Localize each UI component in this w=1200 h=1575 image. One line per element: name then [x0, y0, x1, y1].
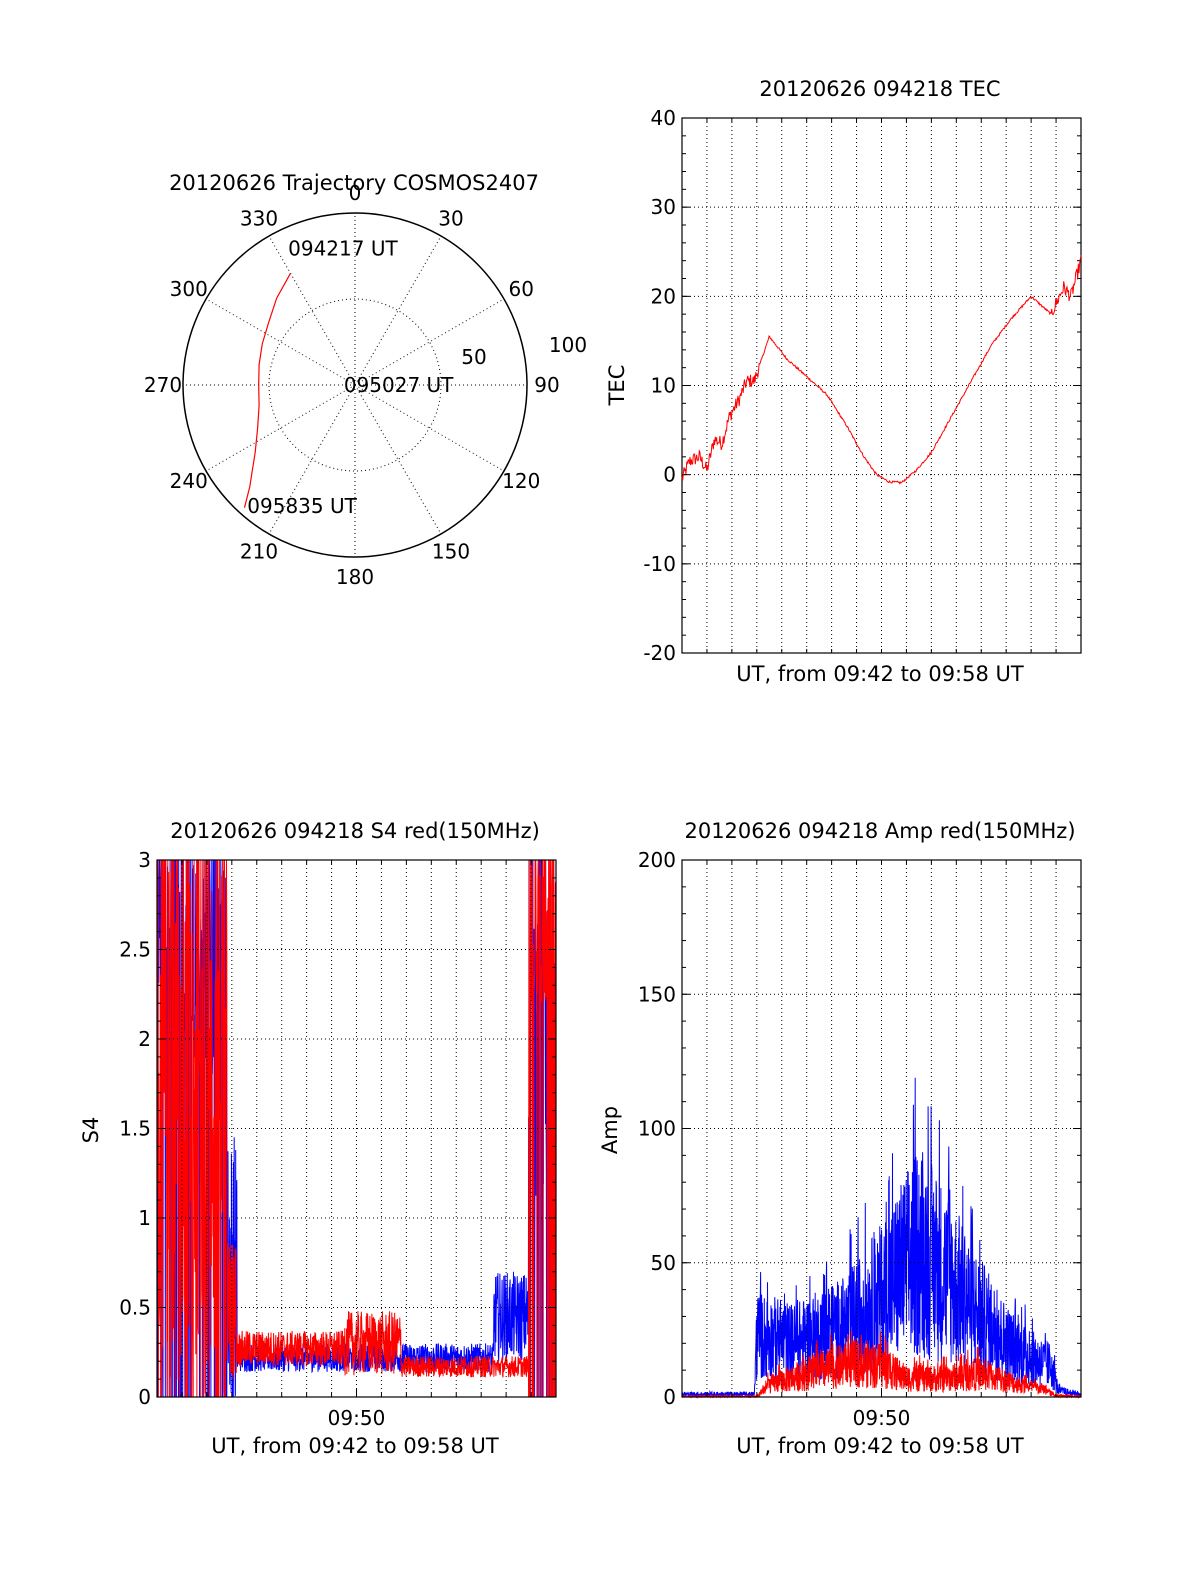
s4-frame	[156, 859, 557, 1398]
s4-panel: 20120626 094218 S4 red(150MHz) UT, from …	[79, 819, 557, 1458]
trajectory-annotation: 095835 UT	[247, 494, 357, 518]
polar-spoke	[354, 235, 442, 386]
polar-spoke	[268, 384, 356, 535]
tec-ytick-label: 10	[651, 374, 676, 398]
polar-angle-label: 0	[349, 181, 362, 205]
s4-ytick-label: 0	[138, 1385, 151, 1409]
polar-angle-label: 150	[432, 539, 470, 563]
polar-angle-label: 270	[144, 373, 182, 397]
polar-spoke	[205, 384, 356, 472]
polar-angle-label: 210	[240, 539, 278, 563]
amp-frame	[681, 859, 1082, 1398]
polar-angle-label: 240	[170, 469, 208, 493]
tec-panel: 20120626 094218 TEC UT, from 09:42 to 09…	[605, 77, 1082, 686]
polar-spoke	[205, 298, 356, 386]
s4-ytick-label: 3	[138, 848, 151, 872]
trajectory-line	[243, 273, 292, 508]
amp-ylabel: Amp	[598, 1106, 622, 1154]
tec-ylabel: TEC	[605, 365, 629, 407]
amp-red-series	[681, 1330, 1082, 1399]
s4-ylabel: S4	[79, 1117, 103, 1144]
s4-ytick-label: 1	[138, 1206, 151, 1230]
polar-spoke	[268, 235, 356, 386]
s4-title: 20120626 094218 S4 red(150MHz)	[170, 819, 540, 843]
polar-angle-label: 330	[240, 207, 278, 231]
polar-radius-label: 100	[549, 333, 587, 357]
polar-angle-label: 180	[336, 565, 374, 589]
tec-ytick-label: 30	[651, 195, 676, 219]
s4-xtick-label: 09:50	[328, 1406, 386, 1430]
s4-ytick-label: 1.5	[119, 1117, 151, 1141]
polar-spoke	[354, 298, 505, 386]
amp-ytick-label: 150	[638, 982, 676, 1006]
tec-ytick-label: -20	[643, 641, 676, 665]
polar-spoke	[354, 384, 505, 472]
polar-angle-label: 90	[534, 373, 559, 397]
s4-ytick-label: 2.5	[119, 938, 151, 962]
polar-angle-label: 120	[502, 469, 540, 493]
polar-angle-label: 30	[438, 207, 463, 231]
amp-ytick-label: 100	[638, 1117, 676, 1141]
polar-angle-label: 60	[509, 277, 534, 301]
polar-spoke	[354, 384, 442, 535]
trajectory-panel: 20120626 Trajectory COSMOS2407 0 30 60 90 12…	[144, 171, 587, 589]
amp-blue-series	[681, 1077, 1082, 1399]
tec-title: 20120626 094218 TEC	[759, 77, 1000, 101]
tec-frame	[681, 117, 1082, 654]
polar-ring-50	[268, 298, 442, 472]
amp-panel: 20120626 094218 Amp red(150MHz) UT, from…	[598, 819, 1082, 1458]
polar-angle-label: 300	[170, 277, 208, 301]
amp-ytick-label: 0	[663, 1385, 676, 1409]
amp-xtick-label: 09:50	[853, 1406, 911, 1430]
s4-red-series	[157, 860, 556, 1397]
tec-ytick-label: 0	[663, 463, 676, 487]
s4-xlabel: UT, from 09:42 to 09:58 UT	[211, 1434, 499, 1458]
polar-outer-ring	[182, 212, 528, 558]
amp-xlabel: UT, from 09:42 to 09:58 UT	[736, 1434, 1024, 1458]
trajectory-annotation: 095027 UT	[344, 373, 454, 397]
tec-ytick-label: 20	[651, 284, 676, 308]
tec-ytick-label: 40	[651, 106, 676, 130]
tec-ytick-label: -10	[643, 552, 676, 576]
tec-series-line	[681, 255, 1082, 485]
trajectory-annotation: 094217 UT	[288, 236, 398, 260]
amp-ytick-label: 50	[651, 1251, 676, 1275]
amp-ytick-label: 200	[638, 848, 676, 872]
polar-radius-label: 50	[461, 345, 486, 369]
s4-ytick-label: 2	[138, 1027, 151, 1051]
tec-xlabel: UT, from 09:42 to 09:58 UT	[736, 662, 1024, 686]
s4-ytick-label: 0.5	[119, 1296, 151, 1320]
trajectory-title: 20120626 Trajectory COSMOS2407	[169, 171, 539, 195]
amp-title: 20120626 094218 Amp red(150MHz)	[684, 819, 1075, 843]
